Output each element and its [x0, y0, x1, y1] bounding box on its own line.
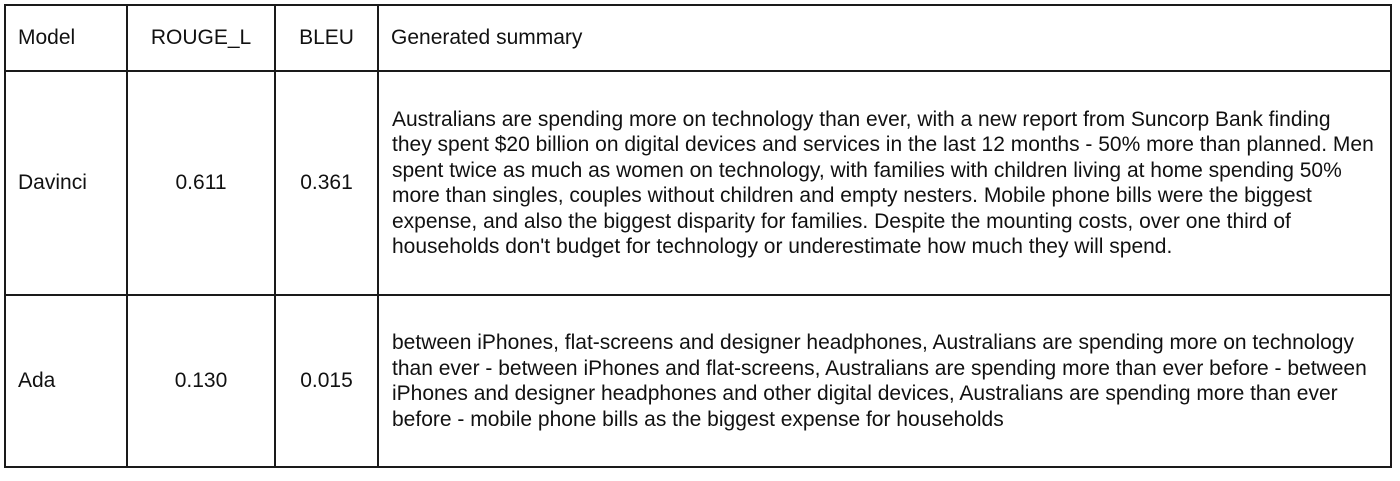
- table-row: Ada 0.130 0.015 between iPhones, flat-sc…: [4, 294, 1392, 468]
- header-rouge-l: ROUGE_L: [126, 4, 276, 72]
- cell-generated-summary: Australians are spending more on technol…: [377, 70, 1392, 296]
- cell-rouge-l: 0.611: [126, 70, 276, 296]
- table-header: Model ROUGE_L BLEU Generated summary: [4, 4, 1392, 72]
- results-table: Model ROUGE_L BLEU Generated summary Dav…: [4, 4, 1392, 468]
- header-generated-summary: Generated summary: [377, 4, 1392, 72]
- table-row: Davinci 0.611 0.361 Australians are spen…: [4, 70, 1392, 296]
- cell-model: Ada: [4, 294, 128, 468]
- header-row: Model ROUGE_L BLEU Generated summary: [4, 4, 1392, 72]
- cell-model: Davinci: [4, 70, 128, 296]
- table-container: Model ROUGE_L BLEU Generated summary Dav…: [4, 4, 1392, 468]
- table-body: Davinci 0.611 0.361 Australians are spen…: [4, 70, 1392, 468]
- cell-generated-summary: between iPhones, flat-screens and design…: [377, 294, 1392, 468]
- cell-bleu: 0.015: [274, 294, 379, 468]
- header-bleu: BLEU: [274, 4, 379, 72]
- header-model: Model: [4, 4, 128, 72]
- cell-bleu: 0.361: [274, 70, 379, 296]
- cell-rouge-l: 0.130: [126, 294, 276, 468]
